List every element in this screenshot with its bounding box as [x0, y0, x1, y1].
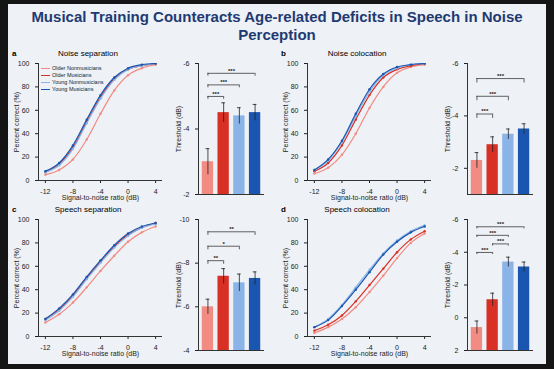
- svg-text:***: ***: [481, 108, 489, 114]
- svg-text:***: ***: [497, 73, 505, 79]
- svg-text:Percent correct (%): Percent correct (%): [282, 92, 290, 152]
- svg-text:60: 60: [291, 263, 299, 270]
- html-text:Noise colocation: Noise colocation: [327, 49, 387, 58]
- svg-text:4: 4: [154, 188, 158, 195]
- html-text:Older Musicians: Older Musicians: [52, 72, 92, 78]
- svg-text:80: 80: [22, 239, 30, 246]
- svg-text:0: 0: [26, 333, 30, 340]
- svg-text:***: ***: [481, 247, 489, 253]
- svg-text:-4: -4: [366, 344, 373, 352]
- svg-text:***: ***: [489, 91, 497, 97]
- html-text:Young Musicians: Young Musicians: [52, 86, 94, 92]
- svg-text:***: ***: [497, 238, 505, 244]
- svg-text:**: **: [213, 255, 218, 261]
- html-text:c: c: [12, 205, 17, 214]
- svg-text:-12: -12: [40, 344, 50, 351]
- svg-text:-4: -4: [97, 188, 104, 196]
- svg-text:60: 60: [22, 263, 30, 270]
- svg-text:Percent correct (%): Percent correct (%): [13, 92, 21, 152]
- html-text:Older Nonmusicians: Older Nonmusicians: [52, 65, 102, 71]
- svg-text:100: 100: [18, 60, 30, 67]
- svg-text:Percent correct (%): Percent correct (%): [282, 248, 290, 308]
- svg-text:0: 0: [395, 188, 399, 196]
- svg-text:Threshold (dB): Threshold (dB): [444, 262, 452, 308]
- svg-text:-2: -2: [452, 281, 458, 288]
- svg-text:***: ***: [228, 68, 236, 74]
- svg-text:*: *: [222, 241, 225, 247]
- svg-text:-2: -2: [452, 165, 458, 172]
- svg-text:80: 80: [291, 83, 299, 90]
- svg-text:Threshold (dB): Threshold (dB): [444, 106, 452, 152]
- svg-text:80: 80: [291, 239, 299, 246]
- svg-text:20: 20: [22, 309, 30, 316]
- svg-text:Signal-to-noise ratio (dB): Signal-to-noise ratio (dB): [331, 350, 408, 358]
- svg-text:**: **: [229, 226, 234, 232]
- svg-text:40: 40: [22, 130, 30, 137]
- html-text:Speech separation: Speech separation: [54, 205, 122, 214]
- svg-text:60: 60: [291, 107, 299, 114]
- svg-text:-12: -12: [309, 188, 319, 195]
- svg-text:-6: -6: [452, 216, 458, 223]
- svg-text:0: 0: [126, 188, 130, 196]
- svg-text:Signal-to-noise ratio (dB): Signal-to-noise ratio (dB): [331, 194, 408, 202]
- svg-text:40: 40: [22, 286, 30, 293]
- svg-text:60: 60: [22, 107, 30, 114]
- svg-text:-10: -10: [179, 216, 189, 223]
- svg-text:Threshold (dB): Threshold (dB): [175, 262, 183, 308]
- svg-text:***: ***: [212, 91, 220, 97]
- svg-text:Percent correct (%): Percent correct (%): [13, 248, 21, 308]
- html-text:Musical Training Counteracts A: Musical Training Counteracts Age-related…: [31, 8, 523, 43]
- svg-text:40: 40: [291, 286, 299, 293]
- svg-text:20: 20: [291, 153, 299, 160]
- svg-text:0: 0: [126, 344, 130, 352]
- svg-text:0: 0: [295, 177, 299, 184]
- svg-text:4: 4: [154, 344, 158, 351]
- svg-text:-4: -4: [183, 125, 189, 132]
- svg-text:Signal-to-noise ratio (dB): Signal-to-noise ratio (dB): [62, 350, 139, 358]
- svg-text:80: 80: [22, 83, 30, 90]
- svg-text:0: 0: [26, 177, 30, 184]
- html-text:a: a: [12, 49, 17, 58]
- svg-text:0: 0: [395, 344, 399, 352]
- svg-text:***: ***: [220, 79, 228, 85]
- svg-text:2: 2: [455, 347, 459, 354]
- svg-text:***: ***: [497, 221, 505, 227]
- svg-text:0: 0: [455, 314, 459, 321]
- svg-text:-8: -8: [69, 344, 77, 352]
- svg-text:-12: -12: [40, 188, 50, 195]
- svg-text:100: 100: [18, 216, 30, 223]
- svg-text:4: 4: [423, 344, 427, 351]
- html-text:Young Nonmusicians: Young Nonmusicians: [52, 79, 104, 85]
- svg-text:-4: -4: [452, 112, 458, 119]
- svg-text:100: 100: [287, 216, 299, 223]
- svg-text:100: 100: [287, 60, 299, 67]
- svg-text:-2: -2: [183, 191, 189, 198]
- svg-text:-6: -6: [452, 60, 458, 67]
- html-text:b: b: [281, 49, 286, 58]
- html-text:Noise separation: Noise separation: [58, 49, 118, 58]
- svg-text:-8: -8: [338, 188, 346, 196]
- svg-text:***: ***: [489, 230, 497, 236]
- svg-text:-6: -6: [183, 60, 189, 67]
- svg-text:-4: -4: [366, 188, 373, 196]
- svg-text:-8: -8: [183, 259, 189, 266]
- html-text:d: d: [281, 205, 286, 214]
- svg-text:-12: -12: [309, 344, 319, 351]
- svg-text:-4: -4: [452, 248, 458, 255]
- html-text:Speech colocation: Speech colocation: [324, 205, 390, 214]
- svg-text:4: 4: [423, 188, 427, 195]
- svg-text:-8: -8: [338, 344, 346, 352]
- svg-text:20: 20: [22, 153, 30, 160]
- svg-text:-6: -6: [183, 303, 189, 310]
- svg-text:Threshold (dB): Threshold (dB): [175, 106, 183, 152]
- svg-text:Signal-to-noise ratio (dB): Signal-to-noise ratio (dB): [62, 194, 139, 202]
- svg-text:0: 0: [295, 333, 299, 340]
- svg-text:20: 20: [291, 309, 299, 316]
- svg-text:-8: -8: [69, 188, 77, 196]
- svg-text:40: 40: [291, 130, 299, 137]
- svg-text:-4: -4: [183, 347, 189, 354]
- svg-text:-4: -4: [97, 344, 104, 352]
